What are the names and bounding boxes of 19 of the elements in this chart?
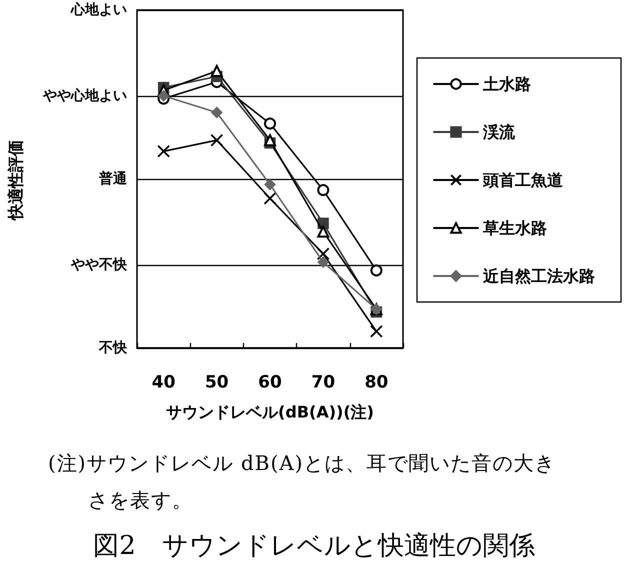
- x-tick-label: 60: [258, 372, 282, 392]
- legend-label: 草生水路: [482, 218, 547, 238]
- text: 図2 サウンドレベルと快適性の関係: [92, 530, 536, 563]
- text: 快適性評価: [6, 140, 25, 220]
- ref-line-label: 普通: [98, 170, 128, 187]
- text: (注)サウンドレベル dB(A)とは、耳で聞いた音の大きさを表す。: [48, 450, 557, 514]
- x-axis-title: サウンドレベル(dB(A))(注): [166, 402, 374, 422]
- ref-line-label: やや不快: [70, 256, 128, 273]
- x-tick-label: 50: [204, 372, 229, 392]
- ref-line-label: やや心地よい: [42, 86, 127, 104]
- x-tick-label: 70: [311, 372, 336, 392]
- legend-label: 頭首工魚道: [482, 170, 564, 190]
- legend-label: 土水路: [482, 74, 531, 94]
- x-tick-label: 40: [152, 372, 176, 392]
- x-tick-label: 80: [364, 372, 388, 392]
- legend-label: 渓流: [482, 122, 516, 142]
- legend-label: 近自然工法水路: [482, 266, 595, 286]
- ref-line-label: 不快: [98, 340, 128, 356]
- ref-line-label: 心地よい: [70, 1, 127, 18]
